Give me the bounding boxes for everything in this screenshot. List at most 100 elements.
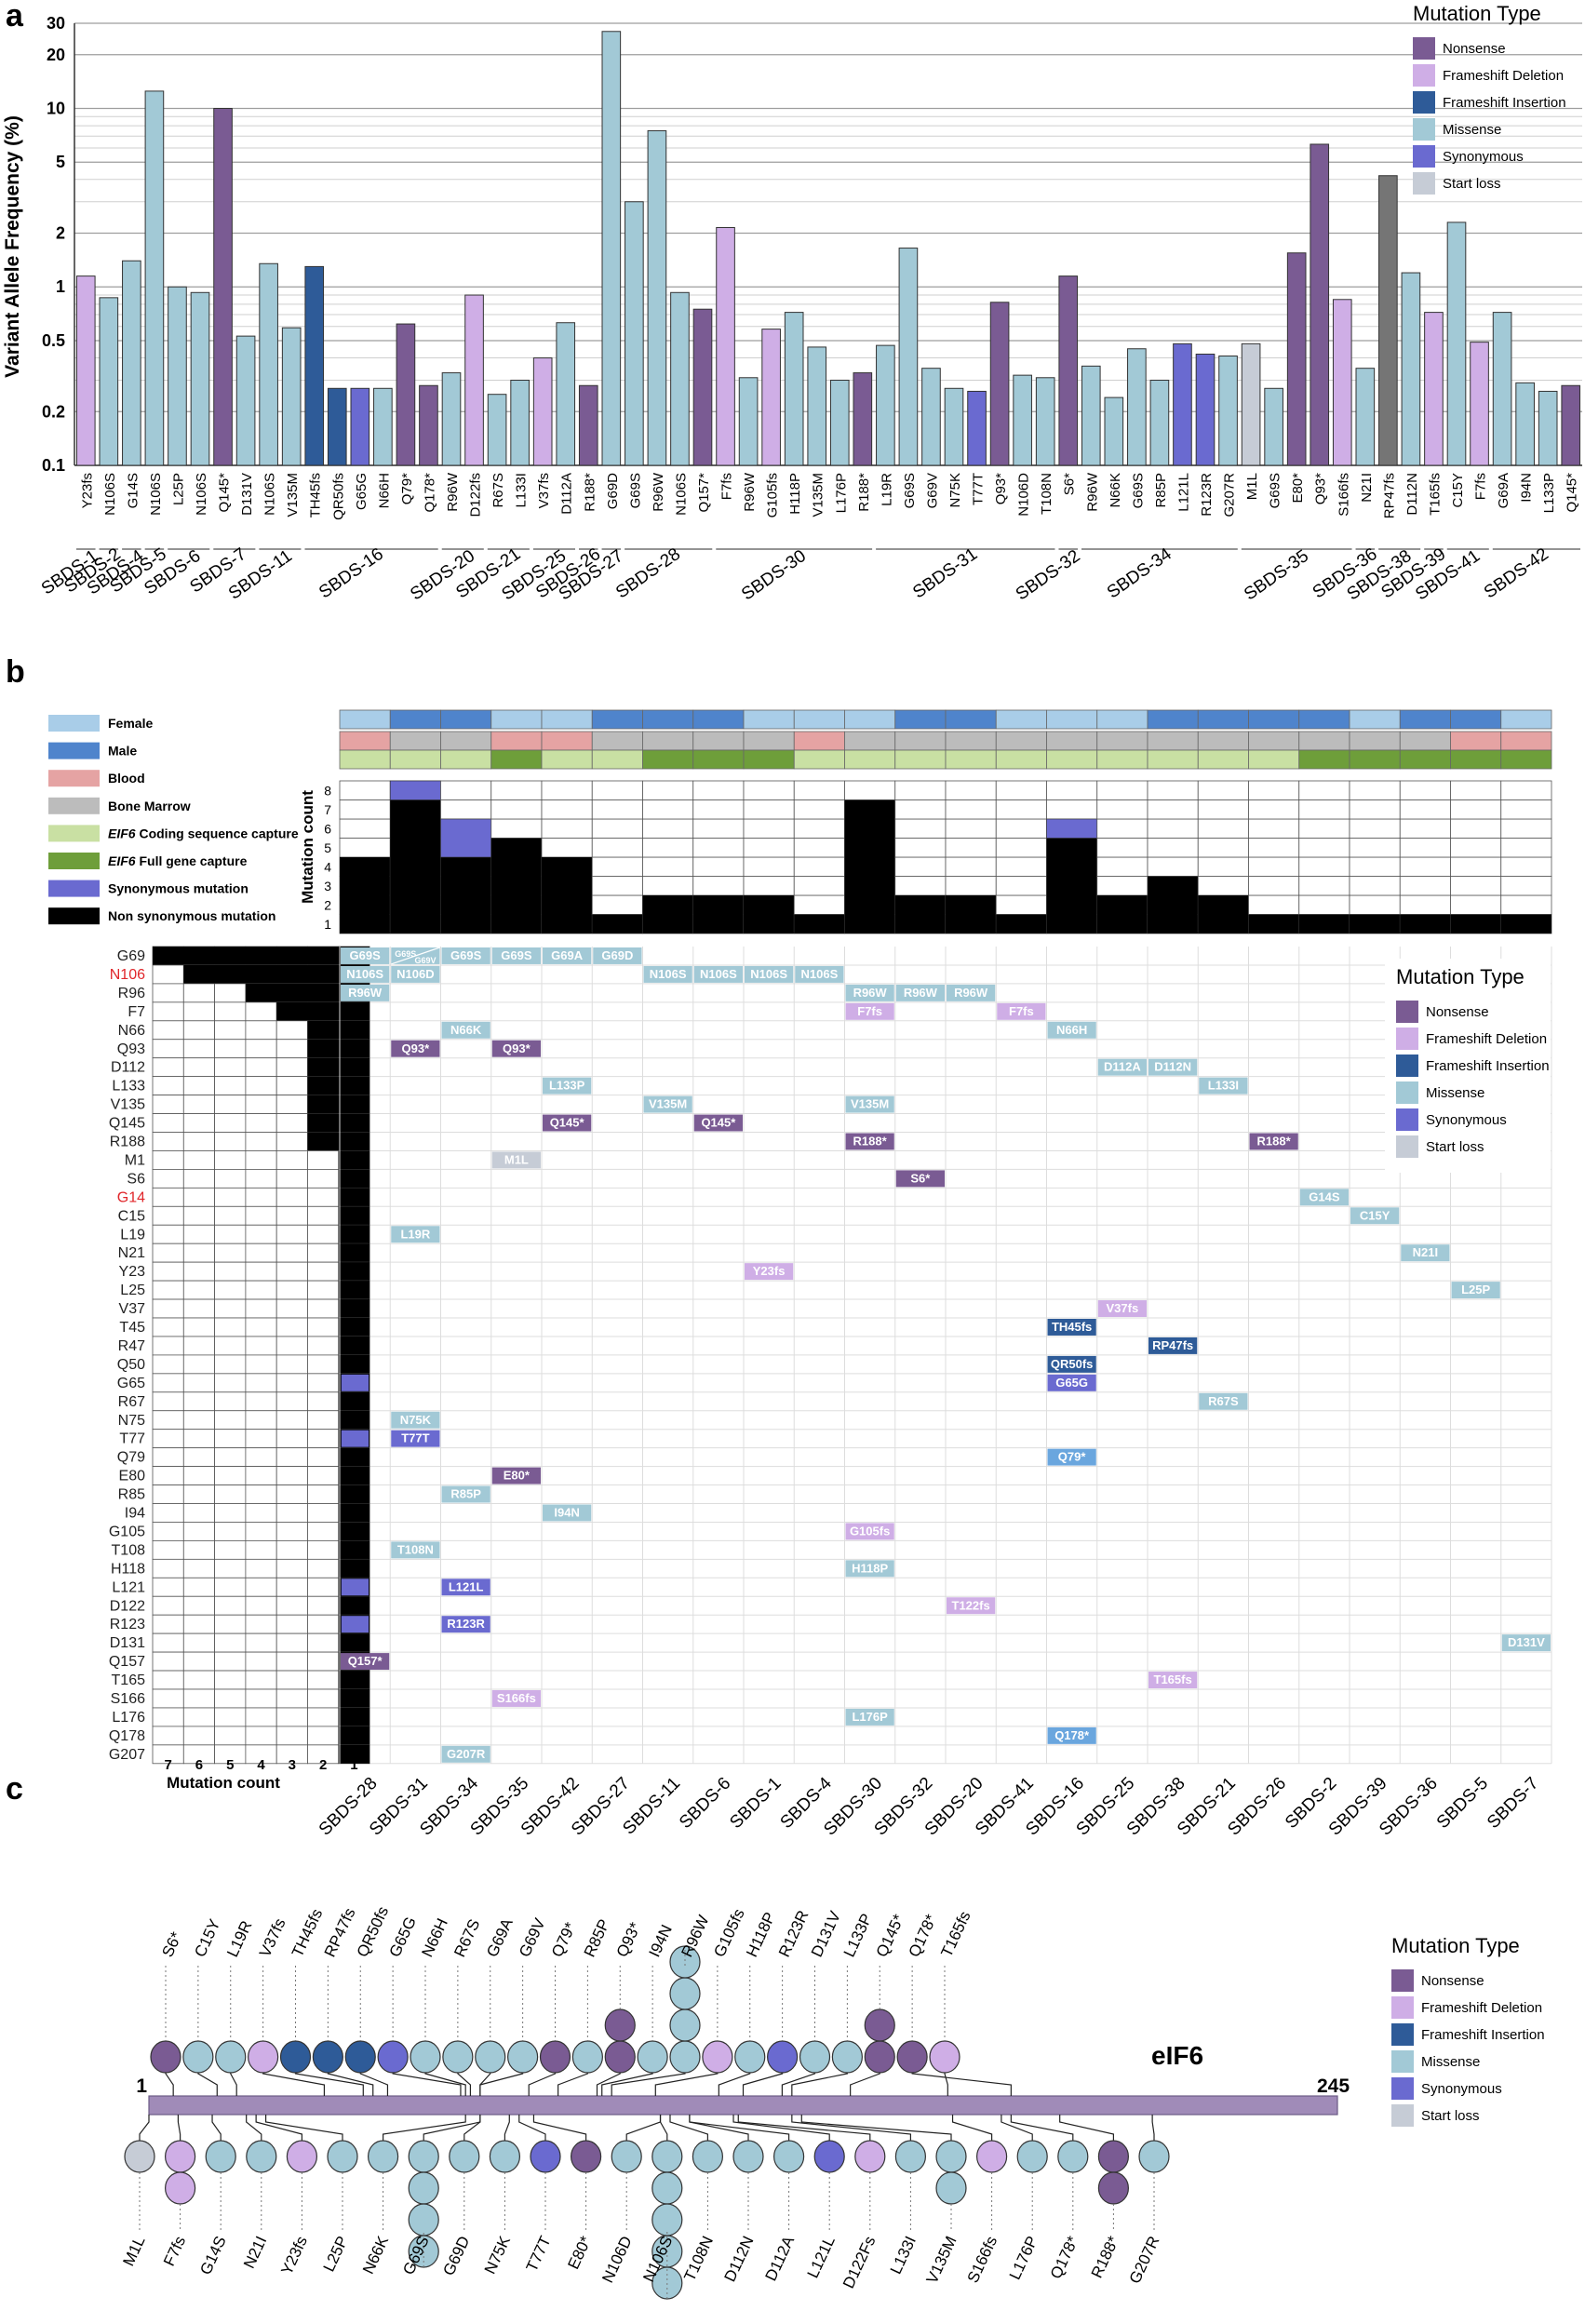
position-label: D112 — [111, 1060, 145, 1076]
lollipop-head — [248, 2040, 279, 2074]
lollipop-label: G14S — [196, 2234, 230, 2277]
count-cell — [894, 818, 947, 839]
panel-a-legend-swatch-frameshift_insertion — [1413, 91, 1435, 114]
lollipop-head — [377, 2040, 409, 2074]
lollipop-head — [124, 2140, 155, 2173]
track-sex — [995, 709, 1047, 730]
left-count-cell — [307, 1614, 340, 1634]
bar — [944, 387, 964, 466]
position-label: Q93 — [117, 1041, 145, 1057]
lollipop-label: R188* — [1088, 2233, 1122, 2280]
panel-c-legend-label-frameshift_deletion: Frameshift Deletion — [1421, 2000, 1542, 2016]
count-cell — [793, 838, 845, 858]
count-cell — [793, 818, 845, 839]
y-tick-label: 0.2 — [42, 402, 65, 421]
lollipop-label: R96W — [678, 1913, 712, 1960]
position-label: G14 — [117, 1189, 145, 1205]
mutation-cell-label: N21I — [1413, 1245, 1438, 1259]
position-label: F7 — [128, 1004, 145, 1020]
count-cell — [591, 894, 643, 915]
lollipop-stem — [791, 2115, 912, 2141]
count-cell — [1096, 799, 1148, 820]
left-count-cell — [214, 1113, 247, 1133]
mutation-cell-label: G105fs — [850, 1524, 890, 1538]
left-count-bar — [338, 1689, 370, 1708]
lollipop-head — [571, 2040, 603, 2074]
lollipop-head — [1097, 2140, 1130, 2173]
sample-label: SBDS-5 — [1433, 1774, 1492, 1833]
lollipop-label: R67S — [450, 1916, 483, 1960]
bar-label: R96W — [445, 472, 461, 512]
lollipop-label: Q178* — [1047, 2233, 1082, 2281]
legend-label-blood: Blood — [108, 771, 145, 786]
lollipop-head — [767, 2040, 799, 2074]
left-count-cell — [214, 1484, 247, 1504]
mutation-cell-label: L121L — [449, 1579, 484, 1593]
bar-label: Q157* — [696, 473, 712, 513]
lollipop-head — [408, 2140, 439, 2173]
left-count-cell — [245, 1095, 277, 1114]
position-label: R123 — [110, 1617, 145, 1632]
lollipop-head — [604, 2040, 636, 2074]
left-count-bar — [338, 1707, 370, 1726]
count-cell — [945, 856, 997, 877]
track-tissue — [945, 731, 997, 751]
lollipop-head — [799, 2040, 831, 2074]
count-cell — [1500, 799, 1552, 820]
left-count-bar — [338, 1503, 370, 1523]
mutation-cell-label: G69A — [551, 948, 584, 962]
left-count-cell — [182, 1429, 216, 1449]
left-count-cell — [275, 1020, 308, 1041]
position-label: Y23 — [119, 1264, 146, 1280]
count-cell — [1046, 799, 1098, 820]
left-count-cell — [307, 1298, 340, 1319]
left-count-cell — [182, 1243, 216, 1263]
mutation-cell-label: N106S — [750, 967, 787, 981]
left-count-cell — [152, 1354, 184, 1375]
left-count-cell — [307, 1522, 340, 1541]
lollipop-head — [150, 2040, 181, 2074]
bar-label: N66K — [1108, 473, 1123, 508]
left-count-cell — [245, 1336, 277, 1356]
count-cell — [1450, 894, 1502, 915]
bar-label: Q93* — [1313, 473, 1329, 504]
bar-label: R188* — [582, 473, 598, 512]
count-bar-syn — [440, 818, 492, 858]
lollipop-label: T108N — [680, 2234, 717, 2284]
bar-label: Y23fs — [79, 473, 95, 508]
track-sex — [894, 709, 947, 730]
left-count-cell — [182, 1039, 216, 1059]
bar — [1013, 374, 1032, 466]
position-label: Q157 — [109, 1654, 145, 1670]
track-tissue — [1096, 731, 1148, 751]
left-count-cell — [152, 1224, 184, 1244]
panel-a: 0.1 0.2 0.5 1 2 5 10 20 30 Variant Allele Frequen… — [2, 2, 1582, 605]
mutation-cell-label: G69S — [395, 949, 416, 959]
lollipop-head — [279, 2040, 312, 2074]
left-count-cell — [275, 1707, 308, 1727]
mutation-cell — [845, 1708, 894, 1726]
count-cell — [1096, 876, 1148, 896]
left-count-cell — [275, 1503, 308, 1523]
lollipop-stem — [383, 2115, 466, 2141]
lollipop-label: G69A — [483, 1915, 517, 1960]
bar-label: L19R — [879, 473, 894, 506]
lollipop-head — [854, 2140, 886, 2173]
legend-label-bone_marrow: Bone Marrow — [108, 799, 191, 813]
bar-label: I94N — [1519, 473, 1535, 503]
left-count-cell — [245, 1391, 277, 1412]
mutation-cell-label: C15Y — [1360, 1208, 1390, 1222]
panel-a-label: a — [6, 0, 24, 34]
bar — [716, 226, 735, 466]
left-count-cell — [214, 1076, 247, 1096]
track-capture — [894, 749, 947, 770]
lollipop-head — [449, 2140, 480, 2173]
mutation-cell-label: S166fs — [497, 1691, 536, 1705]
left-count-cell — [307, 1373, 340, 1393]
lollipop-label: Q145* — [873, 1912, 908, 1960]
left-count-cell — [152, 1169, 184, 1189]
bar — [647, 129, 667, 466]
track-sex — [541, 709, 593, 730]
track-tissue — [541, 731, 593, 751]
panel-a-legend-label-synonymous: Synonymous — [1443, 149, 1524, 165]
